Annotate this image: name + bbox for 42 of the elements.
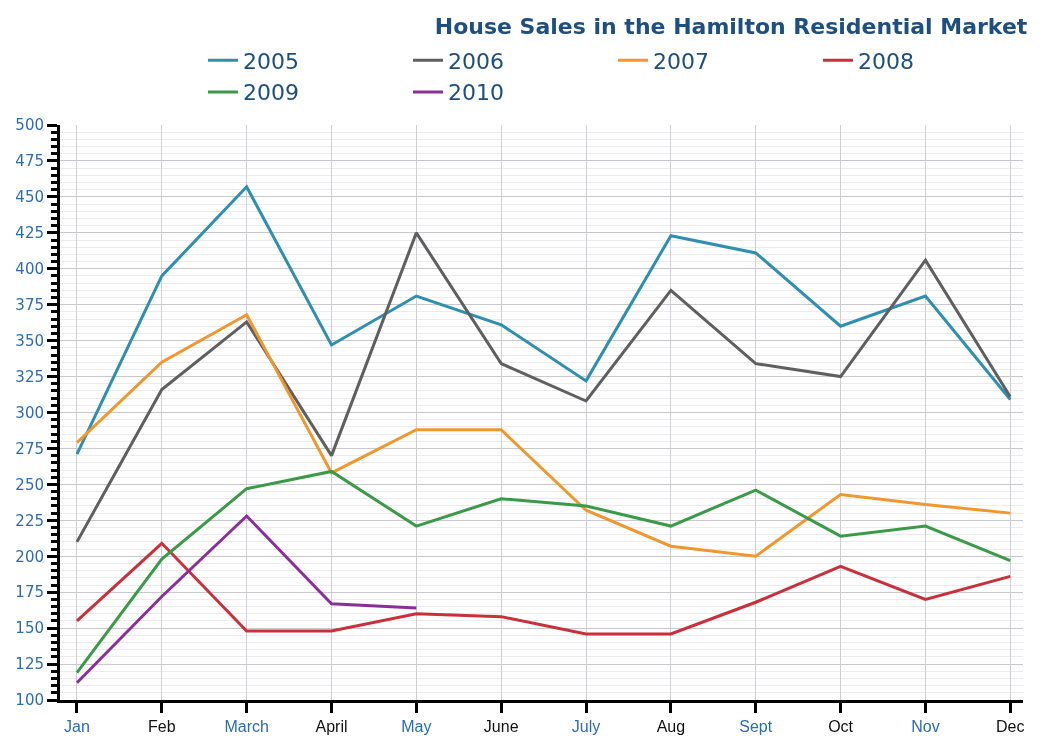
- y-tick-label: 375: [15, 295, 44, 314]
- y-tick-label: 225: [15, 511, 44, 530]
- x-tick-label: April: [315, 718, 348, 736]
- line-series: [75, 313, 1012, 558]
- line-series: [75, 541, 1012, 636]
- legend-label: 2005: [243, 48, 299, 74]
- legend-label: 2009: [243, 80, 299, 106]
- chart-title: House Sales in the Hamilton Residential Market: [434, 14, 1028, 40]
- y-tick-label: 450: [15, 188, 44, 207]
- y-tick-label: 475: [15, 152, 44, 171]
- y-tick-label: 100: [15, 691, 44, 710]
- y-tick-label: 350: [15, 331, 44, 350]
- x-tick-label: July: [571, 718, 601, 736]
- x-tick-label: Aug: [656, 718, 686, 736]
- y-tick-label: 200: [15, 547, 44, 566]
- y-tick-label: 400: [15, 260, 44, 278]
- line-series: [75, 231, 1012, 544]
- legend-label: 2006: [448, 48, 504, 74]
- x-tick-label: March: [224, 718, 269, 736]
- y-tick-label: 425: [15, 224, 44, 243]
- x-tick-label: Sept: [739, 718, 773, 736]
- y-tick-label: 300: [15, 403, 44, 422]
- legend-label: 2007: [653, 48, 709, 74]
- y-tick-label: 325: [15, 367, 44, 386]
- y-tick-label: 125: [15, 655, 44, 674]
- legend-label: 2010: [448, 80, 504, 106]
- line-series: [75, 469, 1012, 675]
- y-tick-label: 175: [15, 583, 44, 602]
- y-tick-label: 500: [15, 116, 44, 135]
- legend-label: 2008: [858, 48, 914, 74]
- y-tick-label: 275: [15, 439, 44, 458]
- x-tick-label: Nov: [911, 718, 940, 736]
- y-tick-label: 150: [15, 619, 44, 638]
- x-tick-label: May: [401, 718, 432, 736]
- x-tick-label: Dec: [996, 718, 1025, 736]
- x-tick-label: Jan: [64, 718, 90, 736]
- x-tick-label: Feb: [148, 718, 176, 736]
- y-tick-label: 250: [15, 475, 44, 494]
- x-tick-label: Oct: [828, 718, 854, 736]
- line-series: [75, 185, 1012, 456]
- line-series: [75, 514, 418, 685]
- x-tick-label: June: [483, 718, 519, 736]
